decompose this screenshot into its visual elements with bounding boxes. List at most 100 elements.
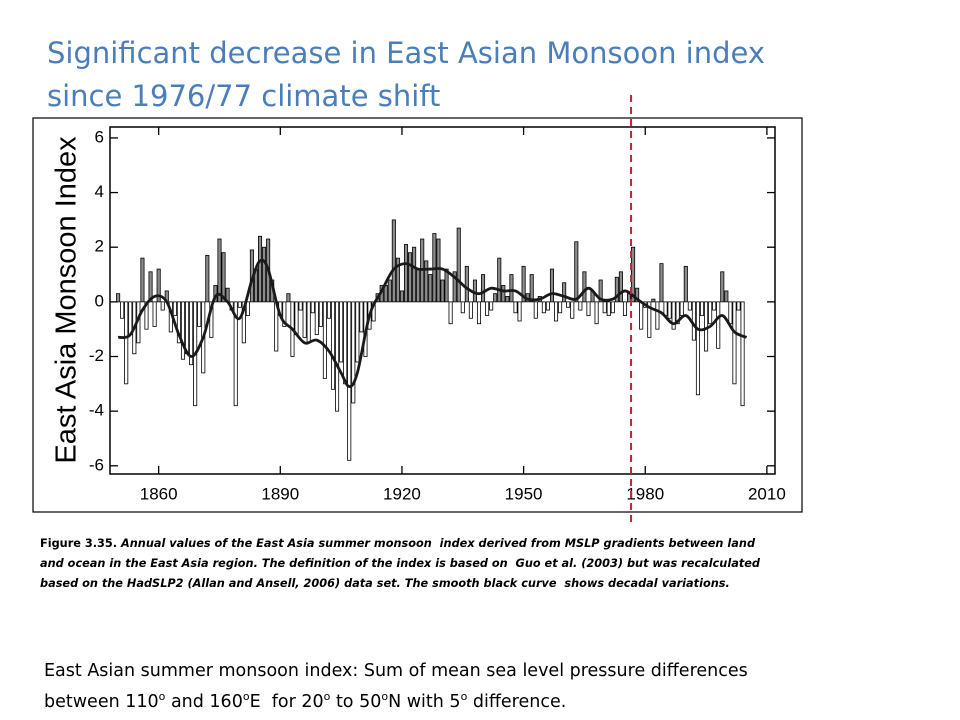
bar — [586, 301, 591, 316]
x-tick-label: 1950 — [505, 484, 543, 503]
bar — [517, 301, 522, 322]
bar — [545, 301, 550, 311]
bar — [659, 263, 664, 303]
bar — [189, 301, 194, 366]
bar — [493, 293, 498, 303]
x-tick-label: 1920 — [383, 484, 421, 503]
caption-text: and ocean in the East Asia region. The d… — [40, 557, 760, 570]
bar — [387, 279, 392, 303]
bar — [391, 219, 396, 303]
bar — [529, 274, 534, 303]
bar — [663, 301, 668, 316]
bar — [233, 301, 238, 407]
bar — [152, 301, 157, 327]
bar — [172, 301, 177, 316]
caption-text: Annual values of the East Asia summer mo… — [117, 537, 756, 550]
bar — [209, 301, 214, 338]
bar — [298, 301, 303, 311]
y-tick-label: 6 — [95, 127, 104, 146]
bar — [440, 279, 445, 303]
superscript: o — [158, 690, 166, 703]
bar — [314, 301, 319, 336]
bar — [428, 274, 433, 303]
bar — [578, 301, 583, 311]
bar — [148, 271, 153, 303]
bar — [176, 301, 181, 344]
bar — [355, 301, 360, 363]
bar — [294, 301, 299, 336]
bar — [598, 279, 603, 303]
bar — [614, 276, 619, 303]
bar — [521, 265, 526, 303]
bar — [322, 301, 327, 379]
bar — [205, 255, 210, 303]
title: Significant decrease in East Asian Monso… — [47, 36, 766, 70]
footer-segment: N with 5 — [388, 691, 461, 712]
x-tick-label: 1890 — [261, 484, 299, 503]
bar — [602, 301, 607, 314]
bar — [695, 301, 700, 396]
bar — [541, 301, 546, 314]
bar — [574, 241, 579, 303]
bar — [683, 265, 688, 303]
footer-text: between 110o and 160oE for 20o to 50oN w… — [44, 690, 566, 712]
bar — [558, 301, 563, 314]
bar — [489, 301, 494, 311]
bar — [724, 290, 729, 303]
footer-text: East Asian summer monsoon index: Sum of … — [44, 661, 748, 681]
bar — [302, 301, 307, 338]
bar — [582, 271, 587, 303]
bar — [699, 301, 705, 316]
y-tick-label: -4 — [89, 401, 104, 420]
footer-segment: to 50 — [330, 691, 382, 712]
bar — [241, 301, 246, 344]
bar — [286, 293, 291, 303]
bar — [549, 268, 555, 303]
bar — [237, 301, 242, 308]
bar — [416, 268, 421, 303]
bar — [476, 301, 482, 325]
footer-segment: difference. — [467, 691, 567, 712]
bar — [728, 301, 733, 325]
bar — [736, 301, 741, 311]
bar — [343, 301, 348, 385]
bar — [464, 265, 469, 303]
bar — [533, 301, 538, 319]
y-tick-label: 0 — [95, 291, 104, 310]
caption-label: Figure 3.35. — [40, 537, 118, 550]
y-tick-label: 2 — [95, 237, 104, 256]
bar — [436, 238, 441, 303]
bar — [647, 301, 652, 338]
bar — [687, 301, 692, 311]
bar — [408, 252, 413, 303]
superscript: o — [460, 690, 468, 703]
bar — [412, 246, 417, 303]
footer-segment: between 110 — [44, 691, 159, 712]
bar — [566, 301, 571, 308]
caption-text: based on the HadSLP2 (Allan and Ansell, … — [40, 577, 730, 590]
bar — [594, 301, 599, 325]
bar — [513, 301, 518, 314]
bar — [639, 301, 644, 330]
bar — [262, 246, 267, 303]
bar — [424, 260, 429, 303]
bar — [399, 290, 404, 303]
bar — [610, 301, 615, 314]
bar — [351, 301, 356, 404]
bar — [485, 301, 490, 316]
superscript: o — [242, 690, 250, 703]
bar — [306, 301, 311, 344]
superscript: o — [381, 690, 389, 703]
bar — [124, 301, 129, 385]
bar — [221, 252, 226, 303]
bar — [671, 301, 676, 330]
bar — [335, 301, 340, 412]
bar — [562, 282, 567, 303]
bar — [468, 301, 473, 319]
bar — [339, 301, 344, 363]
decadal-curve — [117, 258, 748, 388]
bar — [606, 301, 611, 316]
bar — [679, 301, 684, 316]
